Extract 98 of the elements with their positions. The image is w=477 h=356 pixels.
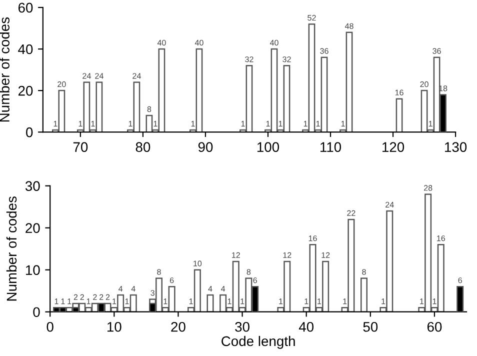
data-label: 3 <box>150 290 154 296</box>
data-label: 24 <box>132 73 141 79</box>
data-label: 32 <box>245 56 254 62</box>
y-tick-label: 20 <box>18 86 33 96</box>
data-label: 28 <box>424 185 432 191</box>
data-label: 8 <box>147 106 152 112</box>
data-label: 12 <box>322 252 330 258</box>
x-tick-label: 10 <box>107 322 122 332</box>
data-label: 1 <box>191 120 195 126</box>
data-label: 1 <box>54 298 58 304</box>
y-tick-label: 0 <box>33 307 40 318</box>
x-tick-label: 0 <box>46 322 54 332</box>
data-label: 1 <box>266 120 270 126</box>
bar <box>206 294 214 312</box>
x-tick-label: 70 <box>73 142 88 152</box>
data-label: 1 <box>128 120 132 126</box>
data-label: 1 <box>241 120 245 126</box>
data-label: 2 <box>80 294 84 300</box>
x-tick-label: 40 <box>298 322 314 332</box>
y-tick-label: 60 <box>18 2 33 13</box>
data-label: 8 <box>157 269 161 275</box>
data-label: 16 <box>308 235 317 242</box>
x-tick-label: 90 <box>198 142 213 152</box>
data-label: 12 <box>232 252 240 258</box>
data-label: 10 <box>194 260 202 266</box>
data-label: 8 <box>246 269 251 275</box>
data-label: 4 <box>208 286 212 292</box>
x-tick-label: 50 <box>363 322 378 332</box>
data-label: 40 <box>157 40 166 46</box>
data-label: 1 <box>428 120 432 126</box>
bar <box>396 98 403 132</box>
data-label: 1 <box>91 120 95 126</box>
x-tick-label: 60 <box>427 322 442 332</box>
data-label: 52 <box>308 14 316 21</box>
x-tick-label: 20 <box>171 322 186 332</box>
data-label: 2 <box>100 294 104 300</box>
x-tick-label: 80 <box>136 142 150 152</box>
data-label: 1 <box>54 120 58 126</box>
data-label: 1 <box>154 120 158 126</box>
data-label: 1 <box>112 298 116 304</box>
data-label: 1 <box>279 298 283 304</box>
data-label: 48 <box>344 23 354 29</box>
x-tick-label: 110 <box>320 142 342 152</box>
y-tick-label: 40 <box>18 44 33 54</box>
data-label: 1 <box>61 298 65 304</box>
data-label: 1 <box>316 120 320 126</box>
data-label: 1 <box>343 298 347 304</box>
data-label: 1 <box>78 120 82 126</box>
y-axis-title: Number of codes <box>6 196 17 301</box>
data-label: 1 <box>304 298 308 304</box>
data-label: 1 <box>420 298 424 304</box>
data-label: 32 <box>282 56 291 62</box>
data-label: 1 <box>318 298 322 304</box>
x-axis-title: Code length <box>222 336 295 349</box>
data-label: 1 <box>432 298 436 304</box>
data-label: 1 <box>278 120 282 126</box>
data-label: 4 <box>118 286 123 292</box>
data-label: 2 <box>74 294 78 300</box>
data-label: 36 <box>320 48 328 54</box>
data-label: 2 <box>93 294 97 300</box>
data-label: 40 <box>270 40 278 46</box>
data-label: 6 <box>170 277 174 284</box>
data-label: 1 <box>164 298 168 304</box>
data-label: 1 <box>382 298 386 304</box>
data-label: 8 <box>362 269 366 275</box>
data-label: 12 <box>283 252 292 258</box>
y-tick-label: 0 <box>26 127 33 138</box>
data-label: 4 <box>131 286 136 292</box>
data-label: 4 <box>221 286 226 292</box>
data-label: 2 <box>106 294 110 300</box>
data-label: 1 <box>189 298 193 304</box>
data-label: 1 <box>68 298 72 304</box>
y-tick-label: 10 <box>26 265 40 276</box>
data-label: 20 <box>420 81 428 88</box>
data-label: 36 <box>432 48 441 54</box>
data-label: 24 <box>95 73 104 79</box>
data-label: 1 <box>228 298 232 304</box>
data-label: 1 <box>125 298 129 304</box>
x-tick-label: 130 <box>445 142 467 152</box>
data-label: 1 <box>240 298 244 304</box>
bar <box>360 278 368 312</box>
data-label: 6 <box>458 277 462 284</box>
x-tick-label: 120 <box>382 142 404 152</box>
data-label: 1 <box>304 120 308 126</box>
x-tick-label: 30 <box>235 322 250 332</box>
y-tick-label: 30 <box>25 181 40 191</box>
data-label: 20 <box>58 81 66 88</box>
data-label: 24 <box>386 202 394 208</box>
data-label: 6 <box>253 277 257 284</box>
y-tick-label: 20 <box>26 223 40 234</box>
data-label: 16 <box>395 90 404 96</box>
data-label: 22 <box>347 210 356 216</box>
data-label: 1 <box>86 298 90 304</box>
data-label: 16 <box>437 235 446 242</box>
data-label: 1 <box>341 120 345 126</box>
x-tick-label: 100 <box>257 142 280 152</box>
data-label: 40 <box>194 40 204 46</box>
data-label: 24 <box>82 73 91 79</box>
